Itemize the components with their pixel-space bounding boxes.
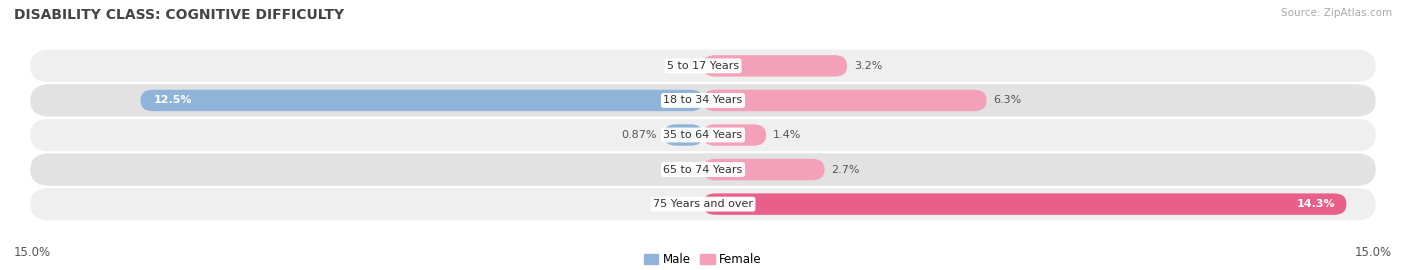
Text: 18 to 34 Years: 18 to 34 Years — [664, 95, 742, 106]
Text: 65 to 74 Years: 65 to 74 Years — [664, 164, 742, 175]
FancyBboxPatch shape — [31, 188, 1375, 220]
Text: 2.7%: 2.7% — [831, 164, 859, 175]
Text: 5 to 17 Years: 5 to 17 Years — [666, 61, 740, 71]
Text: 35 to 64 Years: 35 to 64 Years — [664, 130, 742, 140]
FancyBboxPatch shape — [703, 193, 1347, 215]
Text: 6.3%: 6.3% — [993, 95, 1021, 106]
Legend: Male, Female: Male, Female — [640, 248, 766, 270]
FancyBboxPatch shape — [703, 55, 846, 77]
FancyBboxPatch shape — [31, 50, 1375, 82]
Text: 0.0%: 0.0% — [669, 61, 697, 71]
FancyBboxPatch shape — [31, 84, 1375, 117]
FancyBboxPatch shape — [703, 124, 766, 146]
FancyBboxPatch shape — [703, 159, 824, 180]
Text: 0.0%: 0.0% — [669, 164, 697, 175]
Text: Source: ZipAtlas.com: Source: ZipAtlas.com — [1281, 8, 1392, 18]
FancyBboxPatch shape — [141, 90, 703, 111]
Text: 0.87%: 0.87% — [621, 130, 657, 140]
Text: 15.0%: 15.0% — [1355, 246, 1392, 259]
Text: 1.4%: 1.4% — [773, 130, 801, 140]
Text: DISABILITY CLASS: COGNITIVE DIFFICULTY: DISABILITY CLASS: COGNITIVE DIFFICULTY — [14, 8, 344, 22]
Text: 14.3%: 14.3% — [1296, 199, 1336, 209]
FancyBboxPatch shape — [703, 90, 987, 111]
Text: 75 Years and over: 75 Years and over — [652, 199, 754, 209]
Text: 3.2%: 3.2% — [853, 61, 882, 71]
Text: 0.0%: 0.0% — [669, 199, 697, 209]
FancyBboxPatch shape — [31, 119, 1375, 151]
Text: 12.5%: 12.5% — [155, 95, 193, 106]
FancyBboxPatch shape — [31, 153, 1375, 186]
Text: 15.0%: 15.0% — [14, 246, 51, 259]
FancyBboxPatch shape — [664, 124, 703, 146]
